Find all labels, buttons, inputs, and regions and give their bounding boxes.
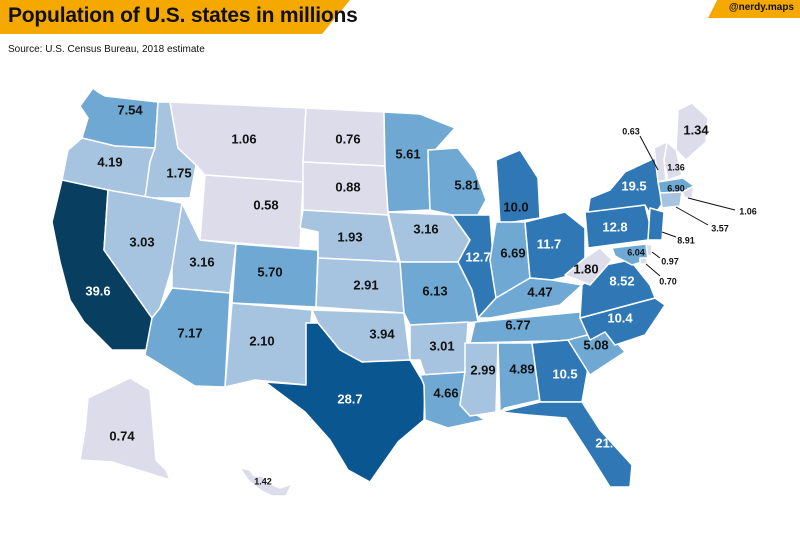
state-label-al: 4.89 bbox=[509, 361, 534, 376]
state-label-ar: 3.01 bbox=[429, 338, 454, 353]
title-banner bbox=[0, 0, 350, 34]
state-label-sd: 0.88 bbox=[335, 179, 360, 194]
state-label-in: 6.69 bbox=[500, 245, 525, 260]
state-label-nm: 2.10 bbox=[249, 333, 274, 348]
leader-line-dc bbox=[645, 263, 661, 277]
state-il bbox=[451, 214, 497, 319]
author-handle: @nerdy.maps bbox=[728, 2, 794, 13]
state-label-vt: 0.63 bbox=[622, 126, 640, 136]
state-label-de: 0.97 bbox=[661, 256, 679, 266]
state-label-mo: 6.13 bbox=[422, 283, 447, 298]
state-wa bbox=[79, 87, 159, 149]
handle-banner bbox=[708, 0, 800, 18]
state-label-id: 1.75 bbox=[166, 165, 191, 180]
state-label-fl: 21.3 bbox=[595, 435, 620, 450]
state-label-mi: 10.0 bbox=[503, 199, 528, 214]
state-label-ma: 6.90 bbox=[667, 183, 685, 193]
state-al bbox=[497, 342, 541, 413]
leader-line-nj bbox=[661, 231, 677, 238]
state-ri bbox=[681, 185, 695, 199]
state-label-md: 6.04 bbox=[627, 247, 645, 257]
state-label-or: 4.19 bbox=[97, 154, 122, 169]
state-label-ia: 3.16 bbox=[413, 221, 438, 236]
state-az bbox=[144, 287, 231, 388]
state-label-nj: 8.91 bbox=[677, 235, 695, 245]
state-label-az: 7.17 bbox=[177, 325, 202, 340]
state-label-ak: 0.74 bbox=[109, 428, 135, 443]
state-label-oh: 11.7 bbox=[537, 236, 562, 251]
state-fl bbox=[499, 401, 633, 488]
state-wi bbox=[427, 147, 487, 223]
state-label-il: 12.7 bbox=[465, 249, 490, 264]
leader-line-ct bbox=[675, 206, 709, 226]
state-label-co: 5.70 bbox=[257, 264, 282, 279]
state-label-va: 8.52 bbox=[609, 273, 634, 288]
state-label-sc: 5.08 bbox=[583, 337, 608, 352]
state-dc bbox=[639, 257, 648, 265]
state-tx bbox=[264, 322, 426, 483]
state-vt bbox=[653, 141, 668, 183]
state-label-ks: 2.91 bbox=[353, 277, 378, 292]
state-label-nh: 1.36 bbox=[667, 162, 685, 172]
state-wy bbox=[199, 174, 304, 249]
state-label-la: 4.66 bbox=[433, 385, 458, 400]
state-label-dc: 0.70 bbox=[659, 276, 677, 286]
state-ak bbox=[79, 377, 171, 481]
state-label-ca: 39.6 bbox=[85, 283, 110, 298]
state-label-ct: 3.57 bbox=[711, 223, 729, 233]
state-label-ny: 19.5 bbox=[621, 178, 646, 193]
leader-line-ri bbox=[687, 197, 736, 211]
state-label-ky: 4.47 bbox=[527, 284, 552, 299]
state-label-me: 1.34 bbox=[683, 122, 709, 137]
state-label-wy: 0.58 bbox=[253, 197, 278, 212]
map-title: Population of U.S. states in millions bbox=[8, 4, 358, 27]
state-wv bbox=[564, 247, 613, 286]
state-label-mt: 1.06 bbox=[231, 131, 256, 146]
state-label-nc: 10.4 bbox=[607, 310, 633, 325]
state-label-wv: 1.80 bbox=[573, 261, 598, 276]
state-label-ms: 2.99 bbox=[470, 362, 495, 377]
state-ct bbox=[659, 191, 683, 209]
state-label-wa: 7.54 bbox=[117, 102, 143, 117]
state-label-tx: 28.7 bbox=[337, 391, 362, 406]
state-label-mn: 5.61 bbox=[395, 146, 420, 161]
leader-line-vt bbox=[639, 135, 659, 171]
state-label-pa: 12.8 bbox=[602, 219, 627, 234]
state-label-tn: 6.77 bbox=[505, 317, 530, 332]
state-label-ga: 10.5 bbox=[552, 366, 577, 381]
state-label-hi: 1.42 bbox=[254, 476, 272, 486]
state-label-nv: 3.03 bbox=[129, 234, 154, 249]
leader-line-de bbox=[651, 251, 661, 259]
state-label-wi: 5.81 bbox=[454, 177, 479, 192]
state-nj bbox=[647, 207, 665, 241]
state-label-ri: 1.06 bbox=[739, 206, 757, 216]
state-ky bbox=[477, 277, 583, 319]
state-label-nd: 0.76 bbox=[335, 131, 360, 146]
state-label-ok: 3.94 bbox=[369, 326, 395, 341]
state-label-ne: 1.93 bbox=[337, 229, 362, 244]
state-hi bbox=[239, 467, 293, 497]
state-nc bbox=[579, 297, 666, 346]
state-ms bbox=[459, 342, 499, 417]
state-label-ut: 3.16 bbox=[189, 254, 214, 269]
state-ga bbox=[531, 339, 589, 403]
source-note: Source: U.S. Census Bureau, 2018 estimat… bbox=[8, 44, 205, 55]
